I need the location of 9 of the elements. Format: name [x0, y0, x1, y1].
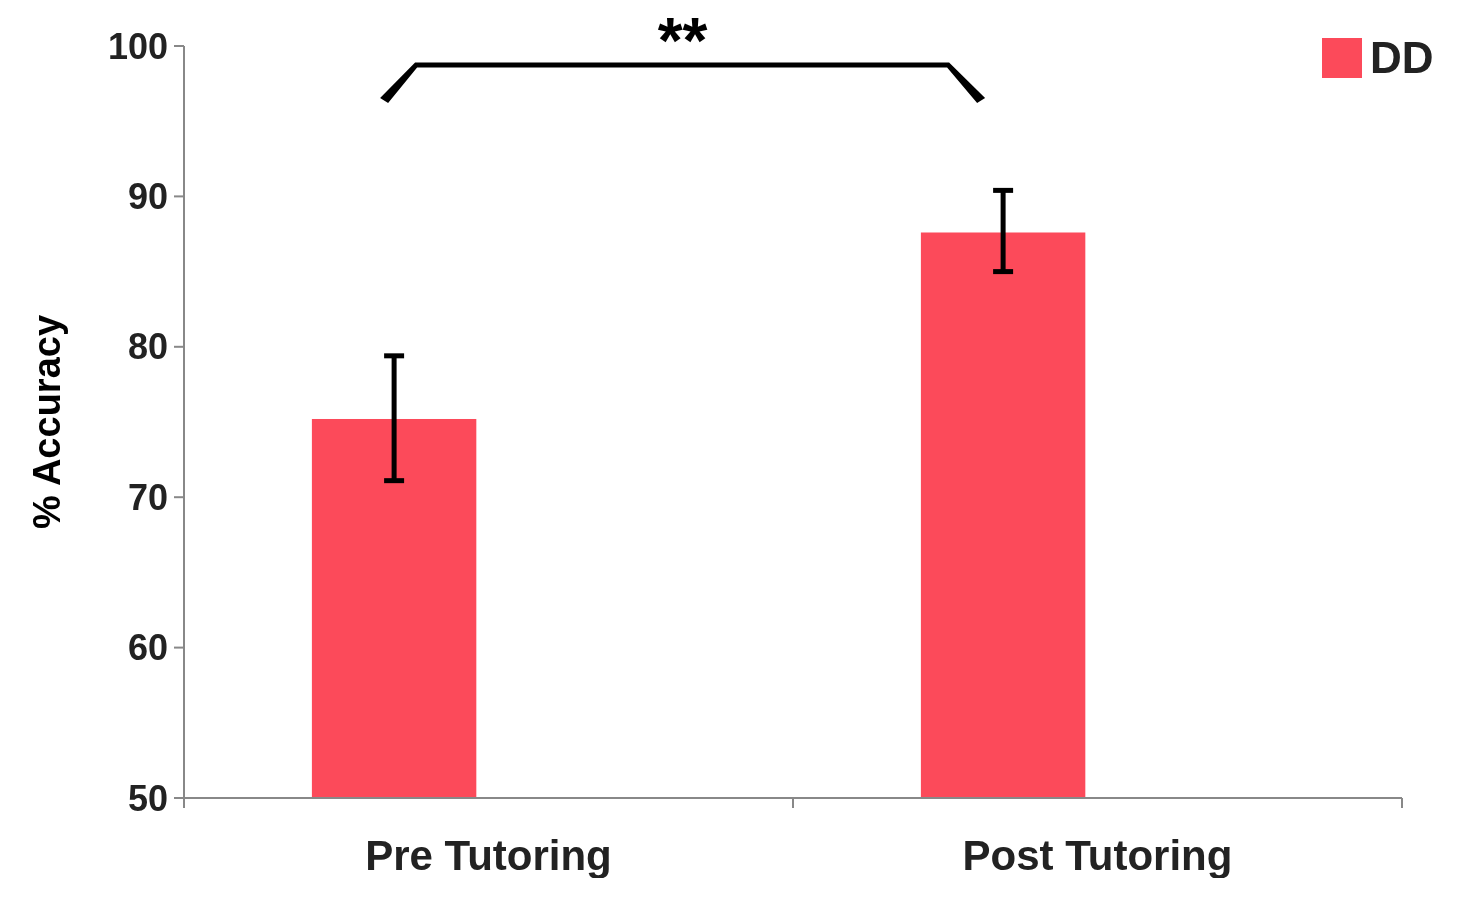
y-tick-label: 50: [127, 777, 168, 819]
y-tick-label: 70: [127, 476, 168, 518]
legend-label: DD: [1370, 33, 1434, 83]
y-tick-label: 60: [127, 627, 168, 669]
y-axis-title: % Accuracy: [26, 314, 68, 530]
y-tick-label: 100: [107, 25, 168, 67]
y-tick-label: 90: [127, 176, 168, 217]
y-tick-label: 80: [127, 326, 168, 368]
annotation: **: [657, 5, 708, 77]
